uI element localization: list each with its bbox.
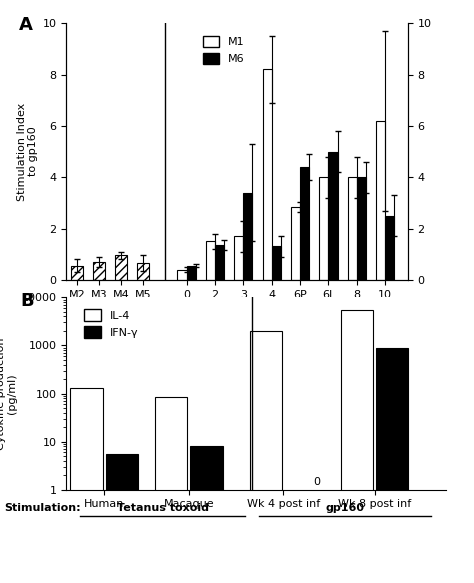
Bar <box>106 454 138 583</box>
Bar <box>206 241 215 280</box>
Bar <box>137 263 149 280</box>
Bar <box>341 310 373 583</box>
Bar <box>376 121 385 280</box>
Bar <box>115 255 127 280</box>
Bar <box>291 207 300 280</box>
Bar <box>215 245 224 280</box>
Bar <box>328 152 337 280</box>
Legend: IL-4, IFN-γ: IL-4, IFN-γ <box>80 305 143 342</box>
Bar <box>71 266 83 280</box>
Bar <box>71 388 103 583</box>
Text: gp160: gp160 <box>326 503 365 513</box>
Bar <box>243 192 253 280</box>
Bar <box>263 69 272 280</box>
Text: Stimulation:: Stimulation: <box>5 503 82 513</box>
Y-axis label: Stimulation Index
to gp160: Stimulation Index to gp160 <box>17 103 38 201</box>
Bar <box>249 331 282 583</box>
Bar <box>234 236 243 280</box>
Bar <box>319 177 328 280</box>
Y-axis label: Cytokine production
(pg/ml): Cytokine production (pg/ml) <box>0 338 18 449</box>
Bar <box>347 177 357 280</box>
Text: Control
Animals: Control Animals <box>85 324 135 346</box>
Bar <box>155 397 187 583</box>
Bar <box>385 216 394 280</box>
Bar <box>300 167 309 280</box>
Text: B: B <box>21 292 35 310</box>
Bar <box>93 262 105 280</box>
Text: 0: 0 <box>314 477 320 487</box>
Bar <box>187 266 196 280</box>
Bar <box>190 446 222 583</box>
Bar <box>357 177 366 280</box>
Bar <box>272 247 281 280</box>
Text: Week post-infection: Week post-infection <box>223 310 348 321</box>
Bar <box>376 347 409 583</box>
Text: Tetanus toxoid: Tetanus toxoid <box>117 503 209 513</box>
Text: A: A <box>18 16 32 34</box>
Bar <box>177 269 187 280</box>
Legend: M1, M6: M1, M6 <box>198 31 249 69</box>
